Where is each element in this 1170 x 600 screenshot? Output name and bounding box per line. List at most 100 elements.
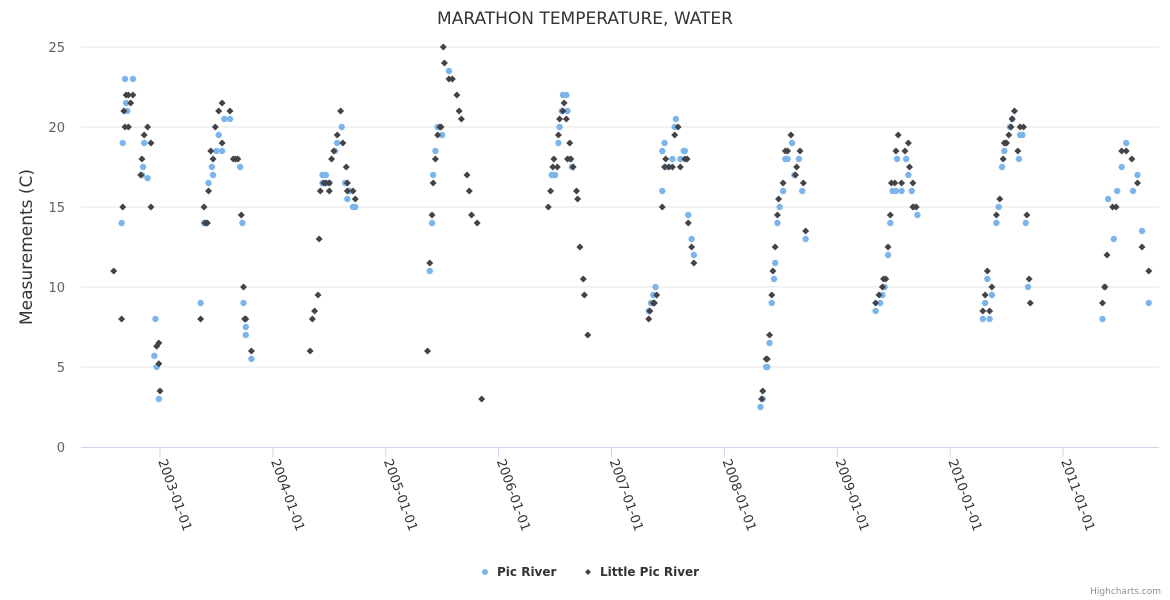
- data-point[interactable]: [1138, 243, 1146, 251]
- data-point[interactable]: [1110, 235, 1117, 243]
- data-point[interactable]: [795, 155, 803, 163]
- data-point[interactable]: [311, 307, 319, 315]
- data-point[interactable]: [129, 91, 137, 99]
- data-point[interactable]: [120, 107, 128, 115]
- data-point[interactable]: [1118, 163, 1125, 171]
- data-point[interactable]: [763, 355, 771, 363]
- data-point[interactable]: [240, 299, 247, 307]
- data-point[interactable]: [1138, 227, 1146, 235]
- data-point[interactable]: [905, 171, 912, 179]
- data-point[interactable]: [560, 99, 568, 107]
- data-point[interactable]: [122, 99, 130, 107]
- data-point[interactable]: [653, 291, 661, 299]
- data-point[interactable]: [1145, 267, 1153, 275]
- data-point[interactable]: [771, 259, 779, 267]
- data-point[interactable]: [658, 203, 666, 211]
- data-point[interactable]: [200, 203, 208, 211]
- data-point[interactable]: [668, 163, 676, 171]
- data-point[interactable]: [684, 219, 692, 227]
- data-point[interactable]: [118, 315, 126, 323]
- data-point[interactable]: [236, 163, 244, 171]
- data-point[interactable]: [1008, 115, 1016, 123]
- data-point[interactable]: [209, 155, 217, 163]
- data-point[interactable]: [909, 179, 917, 187]
- data-point[interactable]: [144, 175, 151, 182]
- data-point[interactable]: [802, 227, 810, 235]
- data-point[interactable]: [1003, 139, 1011, 147]
- data-point[interactable]: [986, 315, 993, 323]
- data-point[interactable]: [892, 187, 900, 195]
- data-point[interactable]: [429, 171, 437, 179]
- data-point[interactable]: [342, 163, 350, 171]
- data-point[interactable]: [685, 211, 692, 219]
- data-point[interactable]: [1128, 155, 1136, 163]
- legend-item[interactable]: Little Pic River: [585, 565, 699, 579]
- data-point[interactable]: [671, 131, 679, 139]
- data-point[interactable]: [344, 195, 351, 203]
- data-point[interactable]: [677, 155, 684, 163]
- data-point[interactable]: [119, 139, 126, 147]
- data-point[interactable]: [197, 315, 205, 323]
- data-point[interactable]: [690, 251, 698, 259]
- data-point[interactable]: [996, 195, 1004, 203]
- data-point[interactable]: [437, 123, 445, 131]
- data-point[interactable]: [584, 331, 592, 339]
- data-point[interactable]: [144, 123, 152, 131]
- data-point[interactable]: [764, 363, 771, 371]
- data-point[interactable]: [776, 203, 783, 211]
- data-point[interactable]: [218, 147, 226, 155]
- data-point[interactable]: [878, 283, 886, 291]
- data-point[interactable]: [1133, 179, 1141, 187]
- data-point[interactable]: [771, 243, 779, 251]
- data-point[interactable]: [1134, 171, 1141, 179]
- data-point[interactable]: [992, 211, 1000, 219]
- data-point[interactable]: [1113, 187, 1121, 195]
- data-point[interactable]: [240, 283, 248, 291]
- data-point[interactable]: [155, 360, 163, 368]
- data-point[interactable]: [802, 235, 809, 243]
- data-point[interactable]: [799, 179, 807, 187]
- data-point[interactable]: [203, 219, 211, 227]
- data-point[interactable]: [429, 179, 437, 187]
- data-point[interactable]: [215, 107, 223, 115]
- data-point[interactable]: [662, 155, 670, 163]
- data-point[interactable]: [646, 307, 654, 315]
- data-point[interactable]: [478, 395, 486, 403]
- legend-item[interactable]: Pic River: [482, 565, 557, 579]
- data-point[interactable]: [884, 251, 892, 259]
- data-point[interactable]: [242, 331, 249, 339]
- data-point[interactable]: [547, 187, 555, 195]
- data-point[interactable]: [758, 395, 766, 403]
- data-point[interactable]: [328, 155, 336, 163]
- data-point[interactable]: [209, 171, 217, 179]
- data-point[interactable]: [465, 187, 473, 195]
- data-point[interactable]: [1118, 147, 1126, 155]
- data-point[interactable]: [882, 275, 890, 283]
- data-point[interactable]: [766, 339, 773, 347]
- data-point[interactable]: [904, 139, 912, 147]
- data-point[interactable]: [213, 147, 220, 155]
- data-point[interactable]: [155, 395, 163, 403]
- data-point[interactable]: [768, 291, 776, 299]
- data-point[interactable]: [152, 315, 159, 323]
- data-point[interactable]: [242, 315, 250, 323]
- data-point[interactable]: [1015, 155, 1023, 163]
- data-point[interactable]: [137, 171, 145, 179]
- data-point[interactable]: [124, 91, 132, 99]
- data-point[interactable]: [650, 299, 658, 307]
- data-point[interactable]: [875, 291, 883, 299]
- data-point[interactable]: [1025, 275, 1033, 283]
- data-point[interactable]: [766, 331, 774, 339]
- data-point[interactable]: [559, 107, 567, 115]
- data-point[interactable]: [155, 339, 163, 347]
- data-point[interactable]: [1099, 315, 1106, 323]
- data-point[interactable]: [891, 179, 899, 187]
- data-point[interactable]: [1005, 131, 1013, 139]
- data-point[interactable]: [757, 403, 764, 411]
- data-point[interactable]: [769, 267, 777, 275]
- data-point[interactable]: [339, 139, 347, 147]
- data-point[interactable]: [784, 155, 791, 163]
- data-point[interactable]: [549, 163, 557, 171]
- data-point[interactable]: [799, 187, 806, 195]
- data-point[interactable]: [1101, 283, 1109, 291]
